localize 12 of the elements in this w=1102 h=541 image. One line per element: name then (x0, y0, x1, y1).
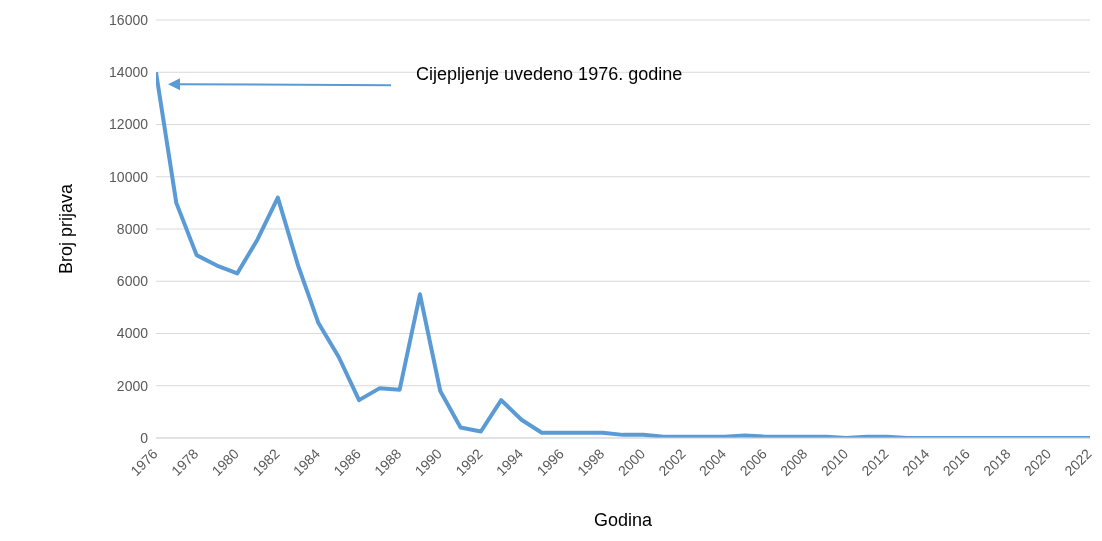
annotation: Cijepljenje uvedeno 1976. godine (416, 64, 683, 85)
y-tick-label: 16000 (109, 11, 149, 28)
y-tick-label: 12000 (109, 116, 149, 133)
y-tick-label: 0 (140, 429, 149, 446)
y-tick-label: 14000 (109, 64, 149, 81)
y-tick-label: 8000 (116, 220, 149, 237)
x-axis-title: Godina (593, 510, 654, 530)
y-tick-label: 10000 (109, 168, 149, 185)
y-tick-label: 4000 (116, 325, 149, 342)
y-tick-label: 6000 (116, 273, 149, 290)
y-tick-label: 2000 (116, 377, 149, 394)
y-axis-title: Broj prijava (56, 183, 77, 275)
